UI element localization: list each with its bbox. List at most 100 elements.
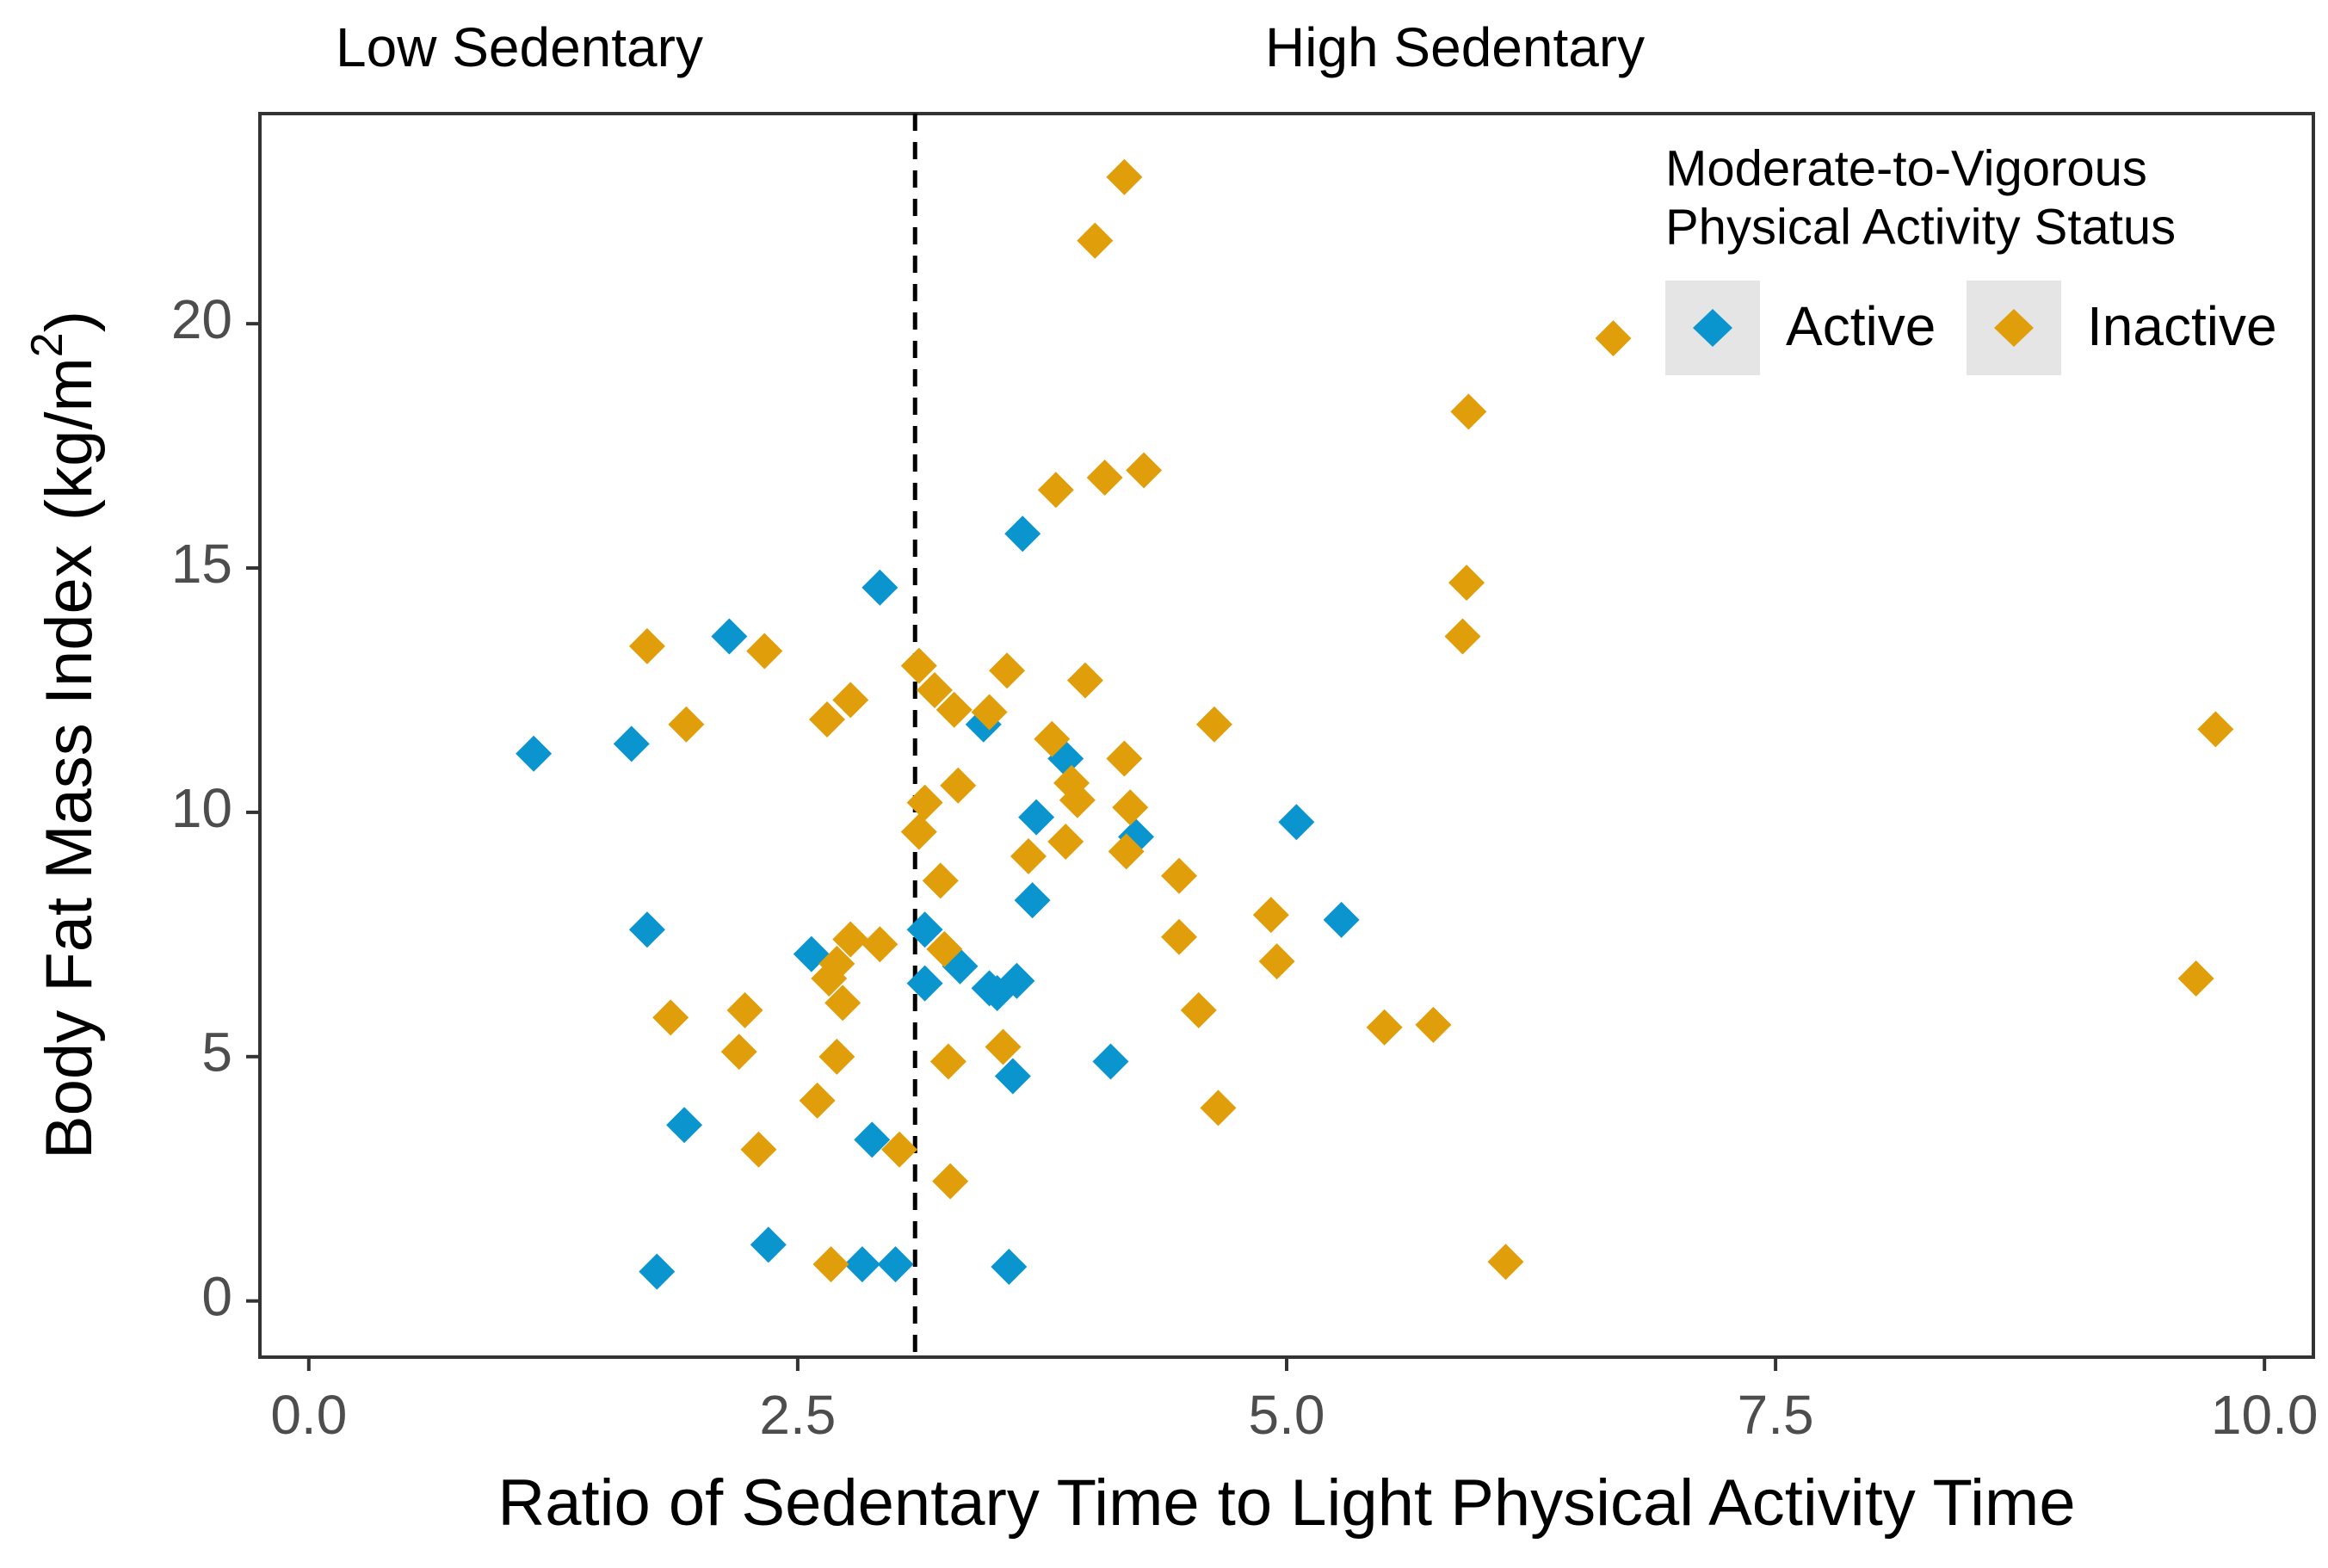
- data-point-inactive: [1450, 393, 1487, 430]
- data-point-inactive: [861, 926, 898, 963]
- y-tick-label: 5: [201, 1022, 232, 1083]
- data-point-inactive: [1200, 1090, 1237, 1127]
- data-point-inactive: [726, 991, 763, 1028]
- data-point-inactive: [799, 1082, 836, 1119]
- legend-title-line-1: Moderate-to-Vigorous: [1665, 140, 2147, 196]
- data-point-inactive: [916, 671, 953, 708]
- data-point-inactive: [881, 1131, 918, 1168]
- data-point-inactive: [652, 999, 689, 1036]
- legend-key-inactive: [1994, 309, 2034, 347]
- data-point-inactive: [720, 1034, 757, 1071]
- data-point-active: [861, 569, 898, 606]
- y-tick-label: 10: [171, 777, 232, 839]
- data-point-inactive: [628, 627, 665, 664]
- data-point-active: [750, 1226, 787, 1263]
- data-point-inactive: [1126, 452, 1163, 489]
- data-point-inactive: [936, 691, 973, 728]
- y-axis-title-unit-sup: 2: [22, 332, 72, 357]
- data-point-inactive: [1180, 991, 1217, 1028]
- data-point-inactive: [1415, 1006, 1452, 1043]
- data-point-inactive: [926, 930, 963, 967]
- data-point-inactive: [1059, 781, 1096, 818]
- data-point-inactive: [1161, 918, 1198, 955]
- y-tick-label: 20: [171, 288, 232, 350]
- data-point-inactive: [971, 694, 1008, 731]
- x-tick-label: 5.0: [1249, 1384, 1325, 1446]
- data-point-inactive: [1077, 222, 1114, 259]
- data-point-active: [994, 1058, 1031, 1095]
- data-point-inactive: [746, 633, 783, 670]
- data-point-active: [906, 965, 943, 1002]
- data-point-inactive: [989, 652, 1026, 689]
- data-point-inactive: [929, 1043, 966, 1080]
- y-axis-title-main: Body Fat Mass Index: [33, 545, 106, 1159]
- data-point-active: [1004, 515, 1041, 553]
- data-point-active: [628, 911, 665, 948]
- x-axis-title: Ratio of Sedentary Time to Light Physica…: [497, 1466, 2075, 1540]
- data-point-active: [991, 1248, 1028, 1285]
- x-axis: 0.0 2.5 5.0 7.5 10.0: [270, 1357, 2318, 1446]
- legend-label-inactive: Inactive: [2087, 295, 2277, 357]
- data-point-inactive: [932, 1163, 969, 1200]
- data-point-active: [1092, 1043, 1129, 1080]
- y-axis-title-unit-open: (kg/m: [33, 357, 106, 521]
- data-point-inactive: [808, 701, 845, 738]
- data-point-inactive: [818, 1038, 855, 1075]
- region-label-low-sedentary: Low Sedentary: [336, 16, 703, 78]
- legend: Moderate-to-Vigorous Physical Activity S…: [1665, 140, 2277, 375]
- y-axis-title: Body Fat Mass Index (kg/m2): [22, 311, 106, 1159]
- data-point-inactive: [668, 706, 705, 743]
- y-axis: 0 5 10 15 20: [171, 288, 260, 1328]
- data-point-inactive: [1161, 857, 1198, 894]
- legend-key-active: [1693, 309, 1732, 347]
- data-point-inactive: [1106, 740, 1143, 777]
- data-point-active: [613, 725, 650, 762]
- data-point-inactive: [818, 945, 855, 982]
- data-point-active: [666, 1107, 703, 1144]
- data-point-active: [854, 1121, 891, 1158]
- data-point-inactive: [812, 1246, 849, 1283]
- data-point-active: [843, 1246, 880, 1283]
- data-point-inactive: [1106, 158, 1143, 195]
- x-tick-label: 2.5: [759, 1384, 836, 1446]
- data-point-active: [1014, 882, 1051, 919]
- data-point-active: [1278, 804, 1315, 841]
- data-point-active: [906, 911, 943, 948]
- data-point-inactive: [1086, 459, 1123, 496]
- legend-label-active: Active: [1786, 295, 1936, 357]
- data-points: [516, 158, 2234, 1290]
- legend-title-line-2: Physical Activity Status: [1665, 199, 2176, 255]
- x-tick-label: 0.0: [270, 1384, 347, 1446]
- data-point-inactive: [1047, 823, 1084, 860]
- region-label-high-sedentary: High Sedentary: [1265, 16, 1645, 78]
- data-point-inactive: [832, 921, 869, 958]
- data-point-inactive: [1448, 565, 1485, 602]
- data-point-active: [1323, 901, 1360, 938]
- data-point-inactive: [1487, 1244, 1524, 1281]
- data-point-active: [711, 618, 748, 655]
- data-point-inactive: [900, 647, 937, 684]
- data-point-inactive: [1066, 662, 1103, 699]
- data-point-inactive: [740, 1131, 777, 1168]
- data-point-active: [998, 962, 1035, 999]
- data-point-inactive: [1252, 897, 1289, 934]
- data-point-inactive: [1037, 472, 1074, 509]
- data-point-inactive: [832, 682, 869, 719]
- data-point-inactive: [940, 767, 977, 804]
- data-point-inactive: [2197, 711, 2234, 748]
- data-point-inactive: [900, 813, 937, 850]
- y-tick-label: 0: [201, 1266, 232, 1328]
- data-point-inactive: [1444, 618, 1481, 655]
- data-point-inactive: [1195, 706, 1232, 743]
- data-point-inactive: [922, 862, 959, 899]
- data-point-active: [516, 735, 553, 772]
- data-point-inactive: [1108, 833, 1145, 870]
- data-point-inactive: [1112, 789, 1149, 826]
- data-point-inactive: [985, 1028, 1022, 1065]
- data-point-inactive: [1595, 320, 1632, 357]
- svg-text:Body Fat Mass Index(kg/m2): Body Fat Mass Index (kg/m2): [22, 311, 106, 1159]
- x-tick-label: 10.0: [2211, 1384, 2319, 1446]
- data-point-inactive: [2177, 960, 2214, 997]
- y-axis-title-unit-close: ): [33, 311, 106, 332]
